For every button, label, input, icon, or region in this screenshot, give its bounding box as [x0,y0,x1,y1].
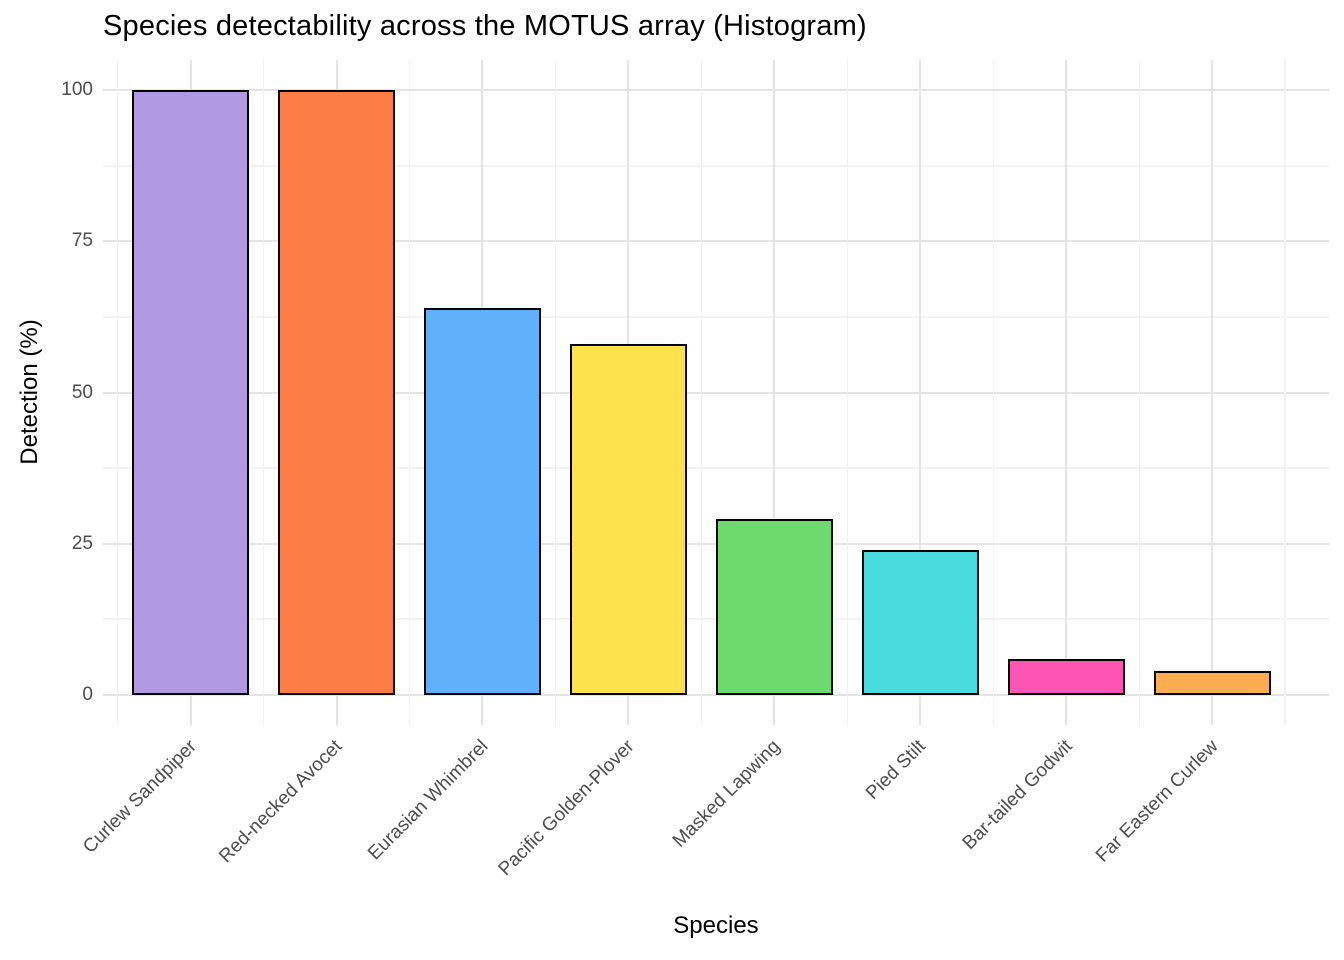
x-axis-title: Species [673,912,759,939]
gridline [554,60,557,725]
bar [570,344,687,695]
bar [132,90,249,695]
x-tick-label: Pied Stilt [862,736,931,804]
gridline [773,60,776,725]
y-tick-label: 100 [61,79,93,101]
gridline [103,316,1329,318]
gridline [103,467,1329,469]
bar [424,307,541,695]
gridline [103,89,1329,92]
gridline [408,60,411,725]
y-tick-label: 50 [71,381,93,403]
bar [278,90,395,695]
gridline [116,60,119,725]
x-tick-label: Curlew Sandpiper [78,736,201,858]
bar [1007,658,1125,695]
gridline [103,165,1329,167]
gridline [992,60,995,725]
bar [1153,670,1271,695]
gridline [1211,60,1214,725]
gridline [1284,60,1286,725]
x-tick-label: Red-necked Avocet [215,736,347,868]
gridline [103,693,1329,696]
x-tick-label: Eurasian Whimbrel [363,736,493,865]
chart-title: Species detectability across the MOTUS a… [103,10,867,42]
bar [716,519,833,695]
gridline [700,60,703,725]
gridline [103,391,1329,394]
gridline [919,60,922,725]
gridline [1138,60,1140,725]
x-tick-label: Far Eastern Curlew [1091,736,1223,867]
gridline [103,240,1329,243]
x-tick-label: Masked Lapwing [668,736,785,852]
gridline [1065,60,1068,725]
y-tick-label: 25 [71,532,93,554]
plot-panel [103,60,1329,725]
bar [861,549,979,695]
gridline [262,60,265,725]
x-tick-label: Pacific Golden-Plover [494,736,639,881]
y-tick-label: 75 [71,230,93,252]
gridline [846,60,849,725]
y-tick-label: 0 [82,683,93,705]
x-tick-label: Bar-tailed Godwit [958,736,1077,854]
